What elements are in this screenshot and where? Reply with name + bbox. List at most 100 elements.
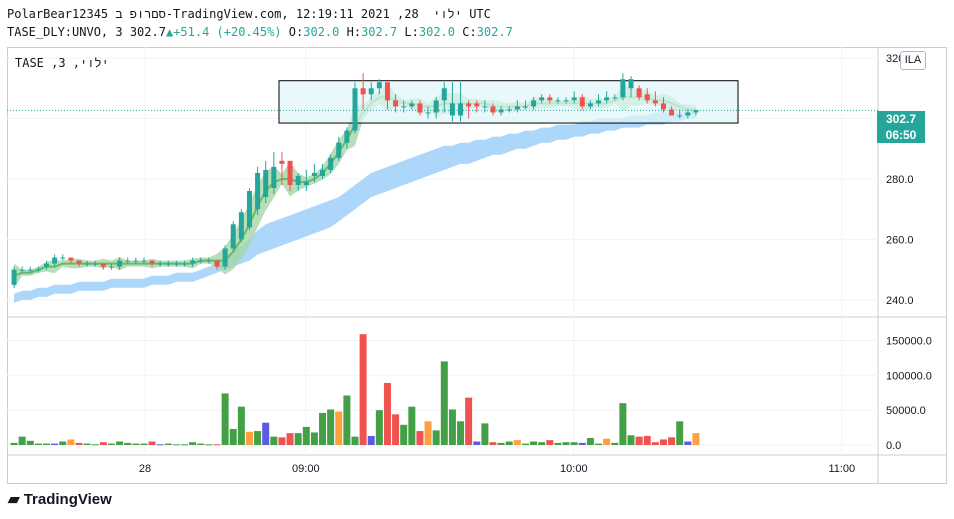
candle-body xyxy=(320,169,326,176)
candle-body xyxy=(222,248,228,267)
volume-bar xyxy=(562,442,570,445)
candle-body xyxy=(417,103,423,113)
candle-body xyxy=(182,263,188,265)
volume-bar xyxy=(627,435,635,445)
candles xyxy=(11,73,699,288)
volume-tick-label: 150000.0 xyxy=(886,335,932,347)
candle-body xyxy=(328,157,334,170)
volume-bar xyxy=(34,443,42,445)
volume-bar xyxy=(538,442,546,445)
candle-body xyxy=(173,263,179,265)
candle-body xyxy=(84,263,90,265)
candle-body xyxy=(474,103,480,107)
candle-body xyxy=(441,88,447,101)
candle-body xyxy=(287,160,293,186)
volume-bar xyxy=(465,397,473,445)
candle-body xyxy=(279,160,285,164)
range-box xyxy=(7,80,878,124)
range-rectangle xyxy=(278,80,739,124)
time-tick-label: 10:00 xyxy=(560,463,588,475)
candle-body xyxy=(19,269,25,271)
candle-body xyxy=(466,103,472,107)
candle-body xyxy=(246,191,252,228)
time-tick-label: 11:00 xyxy=(828,463,855,475)
volume-bar xyxy=(107,443,115,445)
candle-body xyxy=(311,172,317,176)
candle-body xyxy=(669,109,675,116)
candle-body xyxy=(612,97,618,99)
volume-bar xyxy=(245,431,253,445)
volume-bar xyxy=(692,433,700,445)
volume-bar xyxy=(43,443,51,445)
currency-button[interactable]: ILA xyxy=(900,51,926,70)
candle-body xyxy=(100,263,106,267)
grid xyxy=(7,47,947,484)
candle-body xyxy=(35,269,41,271)
candle-body xyxy=(449,103,455,116)
volume-bar xyxy=(270,436,278,445)
volume-bar xyxy=(457,421,465,445)
candle-body xyxy=(376,82,382,89)
volume-bar xyxy=(189,442,197,445)
candle-body xyxy=(368,88,374,95)
candle-body xyxy=(52,257,58,264)
volume-bar xyxy=(319,412,327,445)
symbol-info: TASE_DLY:UNVO, 3 302.7▲+51.4 (+20.45%) O… xyxy=(7,25,513,39)
candle-body xyxy=(571,97,577,101)
volume-tick-label: 0.0 xyxy=(886,440,901,452)
volume-bar xyxy=(424,421,432,445)
volume-bar xyxy=(83,443,91,445)
candle-body xyxy=(458,103,464,116)
candle-body xyxy=(255,172,261,210)
volume-bar xyxy=(481,423,489,445)
symbol-name: TASE_DLY:UNVO, 3 xyxy=(7,25,123,39)
candle-body xyxy=(531,100,537,107)
candle-body xyxy=(11,269,17,285)
volume-bar xyxy=(351,436,359,445)
volume-bar xyxy=(59,441,67,445)
candle-body xyxy=(360,88,366,95)
volume-bar xyxy=(375,410,383,445)
volume-bar xyxy=(254,431,262,445)
volume-bar xyxy=(172,444,180,446)
candle-body xyxy=(596,100,602,104)
candle-body xyxy=(157,263,163,265)
volume-bar xyxy=(213,444,221,446)
volume-bar xyxy=(286,433,294,445)
candle-body xyxy=(563,100,569,102)
tv-logo-icon: ▰ xyxy=(8,491,24,508)
candle-body xyxy=(271,166,277,189)
volume-bars xyxy=(10,334,700,446)
tradingview-logo[interactable]: ▰ TradingView xyxy=(8,490,112,508)
legend-symbol: TASE ,3 ,ילוי xyxy=(15,56,109,70)
price-change: +51.4 (+20.45%) xyxy=(173,25,282,39)
chart-title: PolarBear12345 סםרופ ב-TradingView.com, … xyxy=(7,7,491,21)
last-price: 302.7 xyxy=(129,25,166,39)
volume-bar xyxy=(546,440,554,445)
volume-bar xyxy=(237,406,245,445)
candle-body xyxy=(393,100,399,107)
candle-body xyxy=(352,88,358,131)
candle-body xyxy=(230,224,236,249)
volume-bar xyxy=(586,438,594,445)
volume-bar xyxy=(197,443,205,445)
volume-bar xyxy=(684,441,692,445)
blue-band xyxy=(14,109,696,303)
candle-body xyxy=(295,175,301,186)
volume-bar xyxy=(611,442,619,445)
candle-body xyxy=(555,100,561,102)
time-tick-label: 09:00 xyxy=(292,463,320,475)
volume-bar xyxy=(489,442,497,445)
chart-frame[interactable] xyxy=(7,47,947,484)
candle-body xyxy=(336,142,342,158)
candle-body xyxy=(206,260,212,262)
price-tag-value: 302.7 xyxy=(885,112,917,126)
volume-bar xyxy=(10,442,18,445)
volume-bar xyxy=(635,436,643,445)
volume-bar xyxy=(302,426,310,445)
candle-body xyxy=(425,112,431,114)
candle-body xyxy=(522,106,528,108)
countdown: 06:50 xyxy=(885,128,917,142)
candle-body xyxy=(579,97,585,107)
